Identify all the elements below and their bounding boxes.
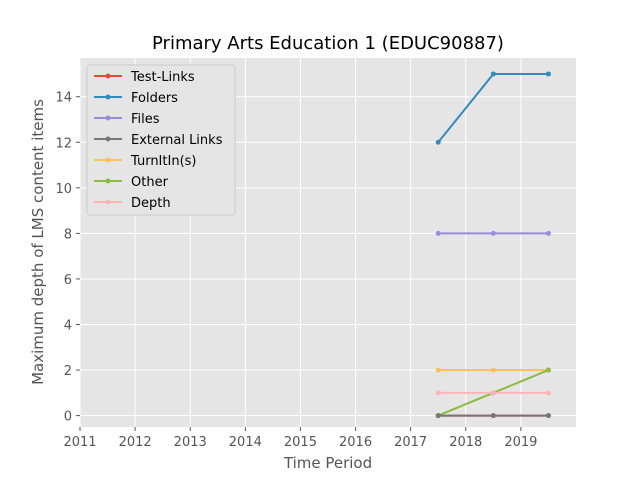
x-tick-label: 2015 [284, 435, 317, 450]
series-depth [435, 390, 551, 396]
legend-label: External Links [131, 133, 223, 148]
y-tick-label: 4 [64, 319, 72, 334]
x-tick-label: 2011 [63, 435, 96, 450]
legend-marker [105, 73, 111, 79]
x-tick-label: 2012 [119, 435, 152, 450]
legend-box [86, 64, 236, 216]
y-tick-label: 6 [64, 273, 72, 288]
series-turnitin-s [435, 367, 551, 373]
series-files [435, 230, 551, 236]
data-point-turnitin-s [435, 367, 441, 373]
legend-entry-turnitin-s: TurnItIn(s) [94, 154, 196, 169]
legend-marker [105, 94, 111, 100]
legend-marker [105, 199, 111, 205]
legend-entry-test-links: Test-Links [94, 70, 195, 85]
data-point-depth [490, 390, 496, 396]
legend-label: TurnItIn(s) [130, 154, 196, 169]
series-external-links [435, 413, 551, 419]
series-folders [435, 71, 551, 145]
data-point-files [435, 230, 441, 236]
legend-entry-files: Files [94, 112, 160, 127]
data-point-files [545, 230, 551, 236]
y-tick-label: 14 [55, 91, 72, 106]
y-tick-label: 0 [64, 410, 72, 425]
legend-label: Test-Links [130, 70, 195, 85]
legend-entry-external-links: External Links [94, 133, 223, 148]
data-point-external-links [545, 413, 551, 419]
legend-entry-folders: Folders [94, 91, 178, 106]
legend-label: Folders [131, 91, 178, 106]
y-tick-label: 12 [55, 136, 72, 151]
y-tick-label: 10 [55, 182, 72, 197]
series-layer [435, 71, 551, 419]
legend-entry-depth: Depth [94, 196, 171, 211]
y-tick-label: 2 [64, 364, 72, 379]
data-point-depth [545, 390, 551, 396]
data-point-depth [435, 390, 441, 396]
data-point-turnitin-s [490, 367, 496, 373]
x-tick-label: 2017 [394, 435, 427, 450]
x-axis-ticks: 2011 2012 2013 2014 2015 2016 2017 2018 2019 [63, 427, 537, 450]
legend-marker [105, 115, 111, 121]
legend-label: Other [131, 175, 169, 190]
data-point-folders [490, 71, 496, 77]
x-tick-label: 2018 [449, 435, 482, 450]
data-point-folders [545, 71, 551, 77]
data-point-folders [435, 139, 441, 145]
legend-marker [105, 178, 111, 184]
y-axis-label: Maximum depth of LMS content items [29, 99, 47, 385]
legend: Test-Links Folders Files External Links Turn… [86, 64, 236, 216]
legend-marker [105, 136, 111, 142]
x-tick-label: 2014 [229, 435, 262, 450]
x-tick-label: 2016 [339, 435, 372, 450]
y-axis-ticks: 0 2 4 6 8 10 12 14 [55, 91, 80, 425]
legend-label: Depth [131, 196, 171, 211]
x-tick-label: 2013 [174, 435, 207, 450]
legend-label: Files [131, 112, 160, 127]
x-axis-label: Time Period [283, 454, 372, 472]
legend-marker [105, 157, 111, 163]
chart-title: Primary Arts Education 1 (EDUC90887) [152, 33, 504, 54]
data-point-files [490, 230, 496, 236]
x-tick-label: 2019 [504, 435, 537, 450]
data-point-other [545, 367, 551, 373]
data-point-external-links [435, 413, 441, 419]
data-point-external-links [490, 413, 496, 419]
legend-entry-other: Other [94, 175, 169, 190]
y-tick-label: 8 [64, 227, 72, 242]
